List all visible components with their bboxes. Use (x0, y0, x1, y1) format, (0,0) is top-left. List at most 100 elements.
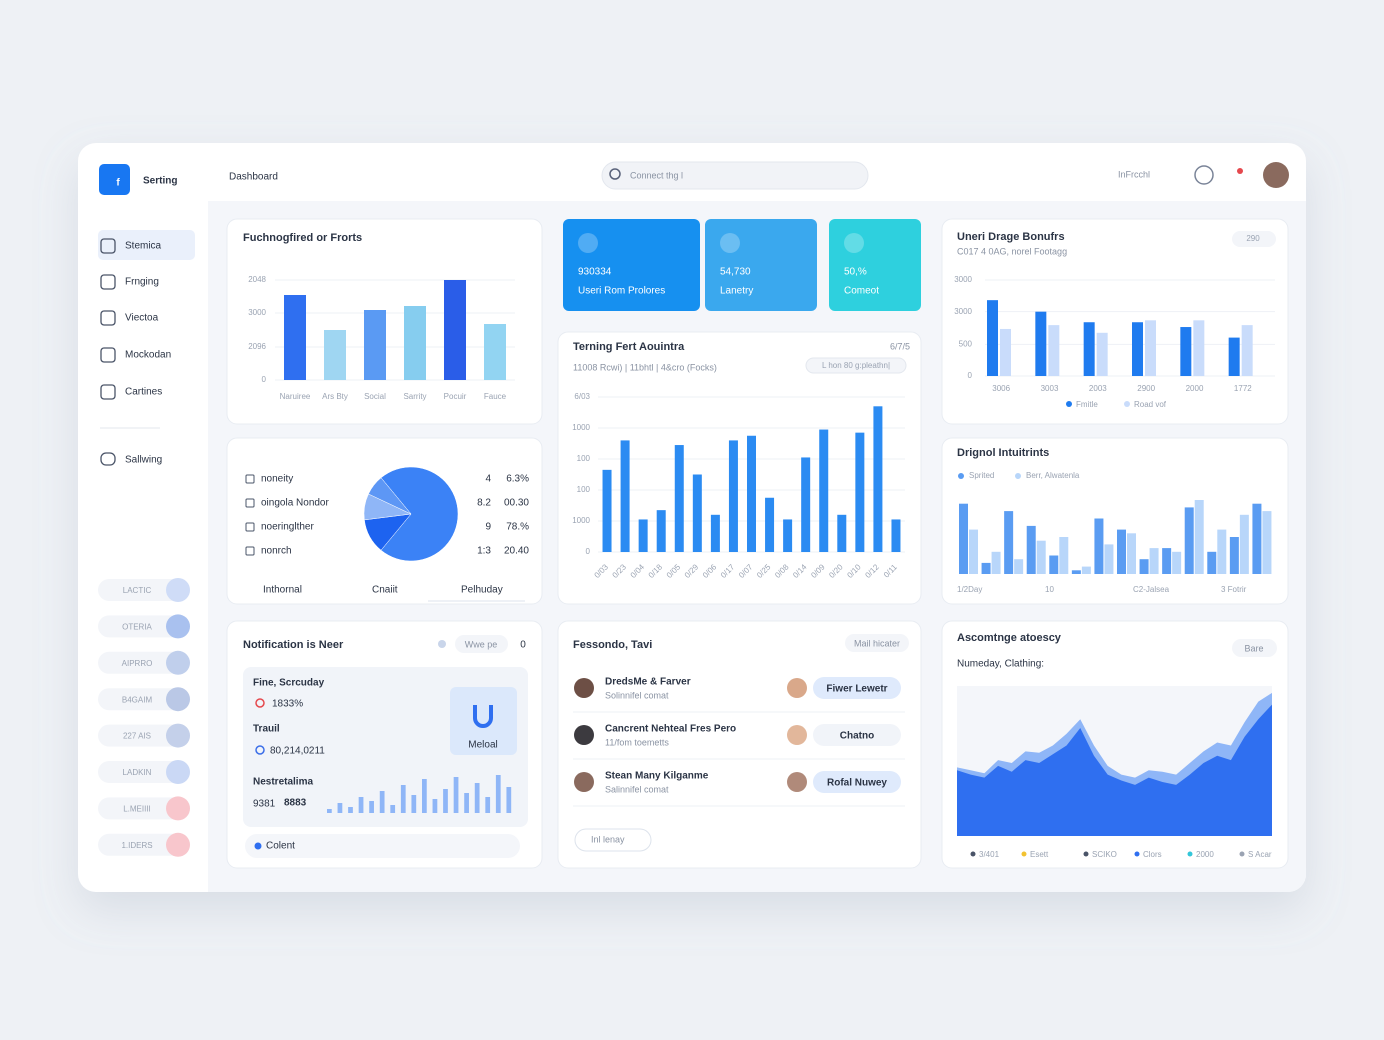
legend-label: Berr, Alwatenla (1026, 471, 1080, 480)
bar (656, 510, 666, 552)
panel-title: Drignol Intuitrints (957, 447, 1049, 459)
pill[interactable] (574, 828, 652, 852)
logo: f (116, 178, 120, 189)
row-title: Stean Many Kilganme (605, 771, 709, 782)
pill[interactable] (455, 635, 508, 653)
bar (674, 445, 684, 552)
y-tick-label: 2048 (248, 275, 266, 284)
bar (692, 474, 702, 552)
nav-icon (100, 452, 116, 466)
pill[interactable] (601, 161, 869, 190)
bar (1180, 327, 1192, 376)
tag-dot (166, 832, 190, 857)
stat-label: Comeot (844, 286, 879, 297)
filter-select[interactable]: Inthornal (263, 585, 302, 596)
label: Nestretalima (253, 777, 313, 788)
avatar[interactable] (1263, 162, 1289, 188)
pill[interactable] (98, 724, 190, 747)
bar (1000, 328, 1011, 376)
nav-active (98, 230, 195, 260)
pill[interactable] (805, 357, 907, 374)
mini-bar (411, 795, 417, 813)
nav-item[interactable]: Stemica (125, 241, 162, 252)
row-tag: Fiwer Lewetr (826, 684, 887, 695)
pill[interactable] (813, 771, 901, 793)
bar (1172, 551, 1182, 574)
notification-icon[interactable] (1237, 168, 1243, 174)
stat-label: Useri Rom Prolores (578, 286, 665, 297)
icon (255, 698, 265, 708)
pill[interactable] (813, 677, 901, 699)
x-tick-label: 10 (1045, 585, 1054, 594)
panel-subtitle: Numeday, Clathing: (957, 659, 1044, 670)
nav-item[interactable]: Sallwing (125, 455, 162, 466)
legend-icon (245, 498, 255, 508)
row-sub: Salinnifel comat (605, 784, 669, 794)
bar (1132, 322, 1143, 376)
nav-icon (100, 238, 116, 254)
bar (747, 435, 756, 552)
filter-select[interactable]: Cnaiit (372, 585, 398, 596)
legend-dot (1239, 851, 1245, 857)
pie-slice (380, 466, 459, 562)
legend-icon (245, 522, 255, 532)
bar (801, 457, 811, 552)
pill[interactable] (845, 634, 909, 652)
bar (855, 432, 865, 552)
mini-bar (485, 797, 491, 813)
legend-label: 2000 (1196, 850, 1214, 859)
user-menu[interactable]: InFrcchl (1118, 169, 1150, 179)
nav-item[interactable]: Frnging (125, 277, 159, 288)
pill[interactable] (813, 724, 901, 746)
bar (1049, 555, 1059, 574)
legend-dot (1066, 401, 1072, 407)
legend-dot (1134, 851, 1140, 857)
pill[interactable] (1232, 231, 1276, 247)
y-tick-label: 0 (262, 375, 267, 384)
feature-card (450, 687, 517, 755)
pill[interactable] (98, 651, 190, 674)
icon-button[interactable] (1194, 165, 1214, 185)
filter-select[interactable]: Pelhuday (461, 585, 503, 596)
avatar (574, 772, 594, 792)
bar (1149, 548, 1159, 574)
legend-percent: 20.40 (504, 546, 529, 557)
nav-item[interactable]: Mockodan (125, 350, 171, 361)
avatar (574, 725, 594, 745)
mini-bar (453, 777, 459, 813)
y-tick-label: 3000 (248, 308, 266, 317)
button-label: Mail hicater (854, 638, 900, 648)
bar (710, 514, 720, 552)
pill[interactable] (1232, 639, 1277, 657)
tag: B4GAIM (122, 695, 153, 704)
nav-item[interactable]: Cartines (125, 387, 162, 398)
nav-item[interactable]: Viectoa (125, 313, 159, 324)
panel-title: Uneri Drage Bonufrs (957, 231, 1065, 243)
x-tick-label: 3006 (992, 384, 1010, 393)
panel (941, 437, 1289, 605)
nav-icon (100, 347, 116, 363)
bar (1239, 514, 1249, 574)
page-title: Dashboard (229, 172, 278, 183)
mini-bar (464, 793, 469, 813)
stat-value: 50,% (844, 267, 867, 278)
bar (1026, 525, 1036, 574)
pill[interactable] (98, 833, 190, 856)
value: 8883 (284, 798, 307, 809)
bar (1229, 537, 1239, 574)
row-sub: 11/fom toemetts (605, 737, 669, 747)
pill[interactable] (98, 797, 190, 820)
pill[interactable] (98, 688, 190, 711)
mini-bar (348, 807, 353, 813)
legend-label: noeringlther (261, 522, 314, 533)
pill[interactable] (98, 761, 190, 783)
bar (959, 503, 968, 574)
pill[interactable] (98, 579, 190, 601)
pill[interactable] (98, 615, 190, 638)
bar (1207, 551, 1217, 574)
y-tick-label: 3000 (954, 275, 972, 284)
search-input: Connect thg l (630, 170, 683, 180)
tag-dot (166, 650, 190, 675)
tag-dot (166, 578, 190, 602)
